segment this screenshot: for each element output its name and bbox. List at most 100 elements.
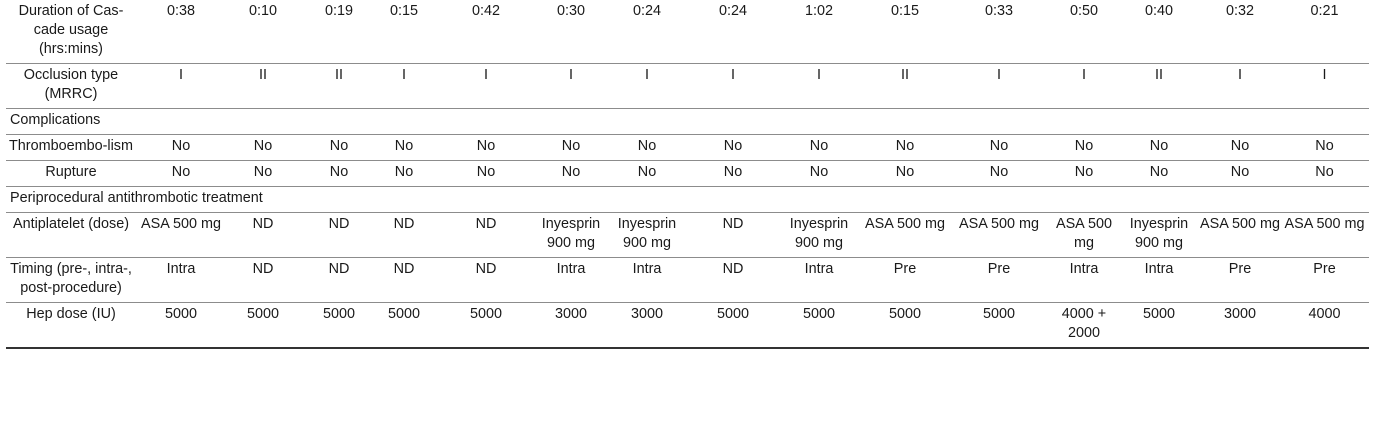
table-cell: ND [690, 257, 776, 303]
table-cell: ND [374, 257, 434, 303]
table-cell: No [690, 134, 776, 161]
table-cell: 4000 + 2000 [1050, 302, 1118, 349]
table-cell: 0:38 [140, 0, 222, 64]
table-cell: No [374, 134, 434, 161]
table-cell: No [862, 160, 948, 187]
table-cell: 0:24 [690, 0, 776, 64]
table-cell: ASA 500 mg [1050, 212, 1118, 258]
table-cell: I [1200, 63, 1280, 109]
table-cell: 5000 [374, 302, 434, 349]
table-cell: 3000 [604, 302, 690, 349]
table-cell: No [862, 134, 948, 161]
table-cell: I [948, 63, 1050, 109]
table-cell: I [140, 63, 222, 109]
table-cell: No [604, 134, 690, 161]
table-cell: 0:19 [304, 0, 374, 64]
table-cell: I [374, 63, 434, 109]
table-cell: No [948, 160, 1050, 187]
table-cell: I [1050, 63, 1118, 109]
table-cell: I [604, 63, 690, 109]
table-cell: Intra [1050, 257, 1118, 303]
table-cell: Pre [948, 257, 1050, 303]
table-cell: No [374, 160, 434, 187]
row-label: Antiplatelet (dose) [6, 212, 140, 258]
table-cell: Inyesprin 900 mg [538, 212, 604, 258]
table-cell: No [140, 134, 222, 161]
row-label: Hep dose (IU) [6, 302, 140, 349]
section-heading: Periprocedural antithrombotic treatment [6, 186, 1369, 213]
table-cell: 0:30 [538, 0, 604, 64]
table-cell: No [140, 160, 222, 187]
table-cell: Pre [1200, 257, 1280, 303]
section-heading: Complications [6, 108, 1369, 135]
table-cell: Inyesprin 900 mg [604, 212, 690, 258]
table-cell: No [1118, 160, 1200, 187]
table-cell: No [222, 160, 304, 187]
table-cell: Pre [1280, 257, 1369, 303]
section-row: Periprocedural antithrombotic treatment [6, 186, 1369, 213]
row-label: Occlusion type (MRRC) [6, 63, 140, 109]
table-row: Thromboembo-lism No No No No No No No No No No No No… [6, 134, 1369, 161]
table-cell: Intra [776, 257, 862, 303]
table-cell: 3000 [1200, 302, 1280, 349]
table-cell: 0:33 [948, 0, 1050, 64]
table-cell: No [776, 160, 862, 187]
table-cell: 5000 [140, 302, 222, 349]
table-cell: ND [222, 212, 304, 258]
table-cell: I [434, 63, 538, 109]
table-cell: ND [434, 212, 538, 258]
table-cell: No [538, 160, 604, 187]
table-cell: 0:24 [604, 0, 690, 64]
table-cell: No [1118, 134, 1200, 161]
table-cell: II [862, 63, 948, 109]
row-label: Thromboembo-lism [6, 134, 140, 161]
table-cell: Inyesprin 900 mg [776, 212, 862, 258]
table-body: Duration of Cas-cade usage (hrs:mins) 0:3… [6, 0, 1369, 349]
table-cell: No [1280, 134, 1369, 161]
table-row: Duration of Cas-cade usage (hrs:mins) 0:3… [6, 0, 1369, 64]
table-cell: ND [690, 212, 776, 258]
table-cell: I [690, 63, 776, 109]
table-cell: 4000 [1280, 302, 1369, 349]
table-cell: 5000 [776, 302, 862, 349]
table-cell: ASA 500 mg [862, 212, 948, 258]
table-cell: ASA 500 mg [948, 212, 1050, 258]
table-cell: No [538, 134, 604, 161]
table-row: Timing (pre-, intra-, post-procedure) Int… [6, 257, 1369, 303]
table-cell: I [538, 63, 604, 109]
table-cell: No [1200, 160, 1280, 187]
table-cell: No [222, 134, 304, 161]
table-cell: 5000 [690, 302, 776, 349]
table-cell: 0:50 [1050, 0, 1118, 64]
table-cell: No [1200, 134, 1280, 161]
table-cell: ASA 500 mg [1200, 212, 1280, 258]
table-cell: No [948, 134, 1050, 161]
table-cell: 5000 [1118, 302, 1200, 349]
table-cell: No [1050, 160, 1118, 187]
table-cell: ND [374, 212, 434, 258]
table-cell: Intra [1118, 257, 1200, 303]
table-cell: II [1118, 63, 1200, 109]
table-cell: 0:32 [1200, 0, 1280, 64]
table-cell: Inyesprin 900 mg [1118, 212, 1200, 258]
table-cell: I [776, 63, 862, 109]
row-label: Rupture [6, 160, 140, 187]
table-cell: ND [222, 257, 304, 303]
table-cell: No [304, 134, 374, 161]
table-cell: Intra [538, 257, 604, 303]
table-cell: ND [304, 257, 374, 303]
table-cell: 0:42 [434, 0, 538, 64]
table-cell: No [434, 134, 538, 161]
table-cell: 0:21 [1280, 0, 1369, 64]
table-cell: No [690, 160, 776, 187]
table-cell: No [604, 160, 690, 187]
table-cell: 0:10 [222, 0, 304, 64]
table-cell: 5000 [948, 302, 1050, 349]
table-cell: 5000 [222, 302, 304, 349]
table-cell: ASA 500 mg [140, 212, 222, 258]
table-cell: ASA 500 mg [1280, 212, 1369, 258]
table-row: Hep dose (IU) 5000 5000 5000 5000 5000 3000 300… [6, 302, 1369, 349]
clinical-data-table: Duration of Cas-cade usage (hrs:mins) 0:3… [6, 0, 1369, 349]
table-cell: Pre [862, 257, 948, 303]
row-label: Duration of Cas-cade usage (hrs:mins) [6, 0, 140, 64]
